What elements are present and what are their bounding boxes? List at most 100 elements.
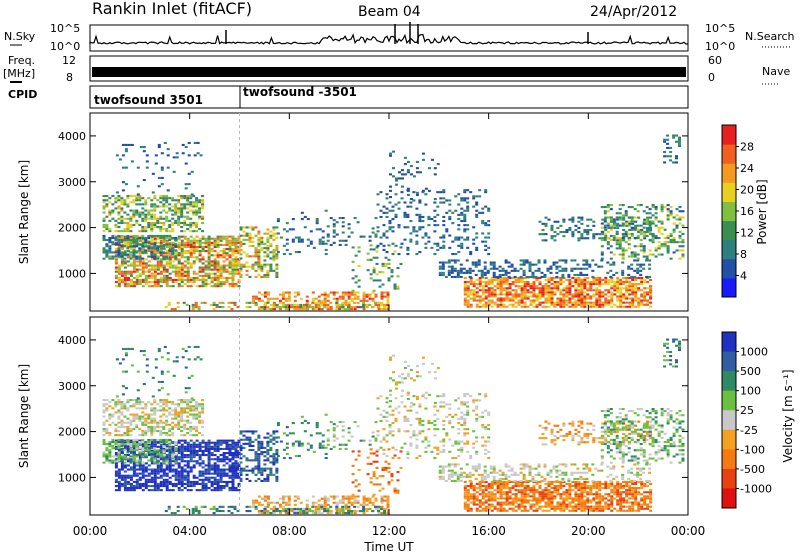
power-cell xyxy=(621,232,625,235)
power-cell xyxy=(604,293,608,296)
velocity-cell xyxy=(147,454,151,457)
power-cell xyxy=(637,216,641,219)
power-cell xyxy=(393,287,397,290)
power-cell xyxy=(543,275,547,278)
power-cell xyxy=(433,220,437,223)
power-cell xyxy=(245,253,249,256)
power-cell xyxy=(150,251,154,254)
velocity-cell xyxy=(150,417,154,420)
power-cell xyxy=(234,264,238,267)
power-cell xyxy=(507,265,511,268)
velocity-cell xyxy=(111,461,115,464)
power-cell xyxy=(595,278,599,281)
power-cell xyxy=(153,217,157,220)
power-cell xyxy=(573,267,577,270)
power-cell xyxy=(123,276,127,279)
velocity-cell xyxy=(216,445,220,448)
power-cell xyxy=(117,272,121,275)
power-cell xyxy=(177,195,181,198)
power-cell xyxy=(135,276,139,279)
power-cell xyxy=(406,171,410,174)
power-cell xyxy=(571,305,575,308)
power-cell xyxy=(415,191,419,194)
power-cell xyxy=(504,271,508,274)
velocity-cell xyxy=(190,397,194,400)
velocity-cell xyxy=(126,482,130,485)
power-cell xyxy=(672,136,676,139)
power-cell xyxy=(141,247,145,250)
power-cell xyxy=(160,166,164,169)
power-cell xyxy=(386,299,390,302)
velocity-cell xyxy=(138,468,142,471)
power-cell xyxy=(565,295,569,298)
power-cell xyxy=(580,237,584,240)
velocity-cell xyxy=(132,455,136,458)
velocity-cell xyxy=(132,419,136,422)
velocity-cell xyxy=(126,441,130,444)
power-cell xyxy=(174,245,178,248)
velocity-cell xyxy=(117,417,121,420)
power-cell xyxy=(637,303,641,306)
power-cell xyxy=(222,254,226,257)
power-cell xyxy=(678,142,681,145)
velocity-cell xyxy=(108,461,112,464)
velocity-cell xyxy=(222,468,226,471)
power-cell xyxy=(126,283,130,286)
velocity-cell xyxy=(159,438,163,441)
power-cell xyxy=(162,255,166,258)
power-cell xyxy=(654,212,658,215)
power-cell xyxy=(649,301,653,304)
power-cell xyxy=(634,291,638,294)
power-cell xyxy=(484,244,488,247)
velocity-cell xyxy=(150,409,154,412)
velocity-cell xyxy=(147,489,151,492)
power-cell xyxy=(186,237,190,240)
power-cell xyxy=(427,215,431,218)
power-cell xyxy=(231,270,235,273)
velocity-cell xyxy=(156,470,160,473)
power-cell xyxy=(523,287,527,290)
power-cell xyxy=(117,270,121,273)
power-cell xyxy=(559,301,563,304)
power-cell xyxy=(502,303,506,306)
power-cell xyxy=(663,140,667,143)
power-cell xyxy=(171,217,175,220)
velocity-cell xyxy=(181,356,185,359)
power-cell xyxy=(153,257,157,260)
power-cell xyxy=(651,220,655,223)
velocity-cell xyxy=(126,438,130,441)
velocity-cell xyxy=(177,403,181,406)
power-cell xyxy=(344,299,348,302)
power-cell xyxy=(595,301,599,304)
velocity-cell xyxy=(153,441,157,444)
noise-left-tick-bottom: 10^0 xyxy=(50,40,80,53)
power-cell xyxy=(386,291,390,294)
power-cell xyxy=(287,295,291,298)
power-cell xyxy=(386,297,390,300)
power-cell xyxy=(347,297,351,300)
power-cell xyxy=(216,235,220,238)
power-cell xyxy=(651,253,655,256)
power-cell xyxy=(520,295,524,298)
power-cell xyxy=(117,278,121,281)
power-cell xyxy=(135,195,139,198)
velocity-cell xyxy=(189,439,193,442)
power-cell xyxy=(356,291,360,294)
power-cell xyxy=(606,222,610,225)
power-cell xyxy=(157,176,161,179)
power-cell xyxy=(466,287,470,290)
velocity-cell xyxy=(195,449,199,452)
power-cell xyxy=(251,236,255,239)
velocity-cell xyxy=(147,401,151,404)
power-cell xyxy=(194,303,198,306)
power-cell xyxy=(501,273,505,276)
velocity-cell xyxy=(234,466,238,469)
power-cell xyxy=(415,234,419,237)
power-cell xyxy=(433,215,437,218)
velocity-cell xyxy=(138,461,142,464)
velocity-cell xyxy=(153,413,157,416)
power-cell xyxy=(577,301,581,304)
velocity-cell xyxy=(114,462,118,465)
velocity-cell xyxy=(132,466,136,469)
power-cell xyxy=(550,287,554,290)
